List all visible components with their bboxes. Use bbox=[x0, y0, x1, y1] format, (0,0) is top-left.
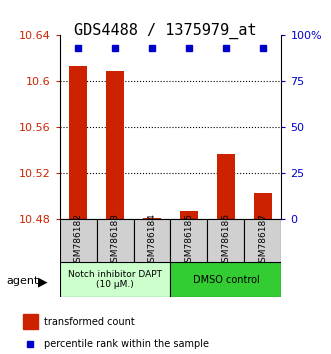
Text: transformed count: transformed count bbox=[44, 317, 135, 327]
Text: percentile rank within the sample: percentile rank within the sample bbox=[44, 339, 209, 349]
Text: DMSO control: DMSO control bbox=[193, 275, 259, 285]
Text: GSM786182: GSM786182 bbox=[73, 213, 82, 268]
Bar bbox=[60, 219, 97, 262]
Bar bbox=[143, 218, 161, 219]
Bar bbox=[254, 193, 272, 219]
Text: GSM786184: GSM786184 bbox=[148, 213, 157, 268]
Text: GDS4488 / 1375979_at: GDS4488 / 1375979_at bbox=[74, 23, 257, 39]
Bar bbox=[170, 219, 208, 262]
Text: GSM786183: GSM786183 bbox=[111, 213, 119, 268]
Text: GSM786185: GSM786185 bbox=[184, 213, 193, 268]
Text: GSM786187: GSM786187 bbox=[259, 213, 267, 268]
Bar bbox=[208, 219, 244, 262]
Bar bbox=[244, 219, 281, 262]
Bar bbox=[60, 262, 170, 297]
Text: Notch inhibitor DAPT
(10 μM.): Notch inhibitor DAPT (10 μM.) bbox=[68, 270, 162, 289]
Text: GSM786186: GSM786186 bbox=[221, 213, 230, 268]
Text: agent: agent bbox=[7, 276, 39, 286]
Text: ▶: ▶ bbox=[38, 275, 48, 288]
Bar bbox=[69, 67, 87, 219]
Bar bbox=[97, 219, 133, 262]
Bar bbox=[133, 219, 170, 262]
Bar bbox=[106, 71, 124, 219]
Bar bbox=[180, 211, 198, 219]
Bar bbox=[23, 314, 38, 329]
Bar bbox=[170, 262, 281, 297]
Bar bbox=[217, 154, 235, 219]
